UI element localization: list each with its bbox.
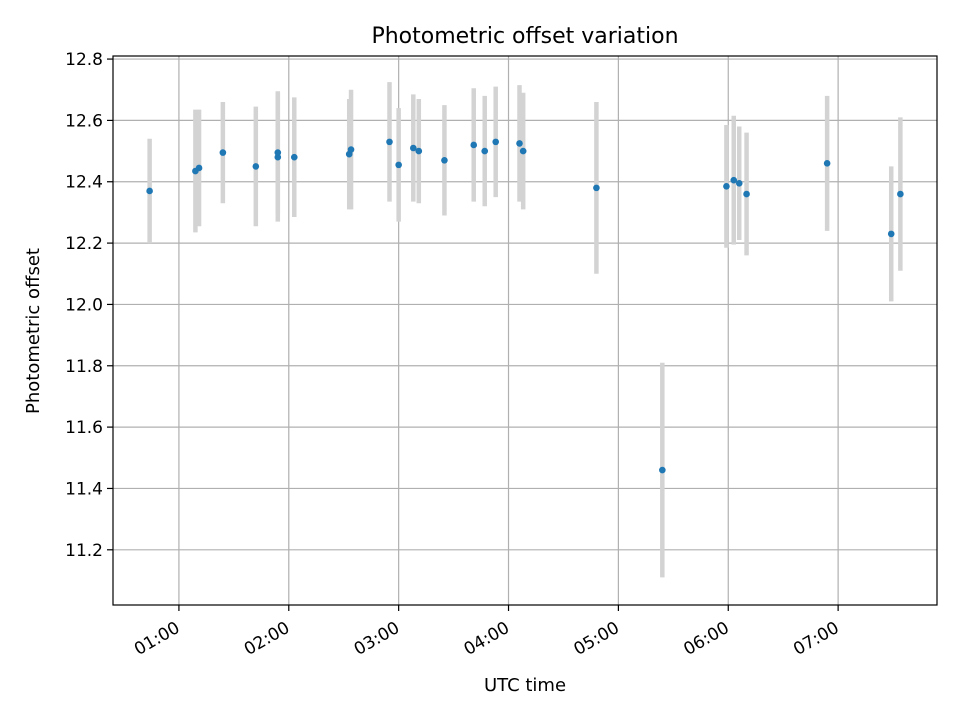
data-point [252,163,260,170]
data-point [743,190,750,198]
data-point [219,149,227,156]
y-tick-label: 11.4 [65,479,103,499]
data-point [823,160,831,167]
data-point [735,179,743,187]
data-point [441,156,448,164]
data-point [887,230,895,238]
data-point [897,190,904,198]
data-point [519,147,527,155]
data-point [347,146,355,153]
data-point [146,187,153,195]
data-point [730,176,738,184]
data-point [274,153,282,161]
data-point [410,144,417,152]
data-point [516,140,523,147]
y-tick-label: 12.0 [65,295,103,315]
data-point [386,138,393,146]
data-point [395,161,402,169]
y-tick-label: 12.8 [65,50,103,70]
plot-frame [112,55,938,606]
data-point [593,184,600,192]
y-tick-label: 11.2 [65,541,103,561]
data-point [492,138,500,146]
data-point [290,153,298,161]
data-point [415,147,423,155]
data-points [146,138,904,474]
y-tick-label: 12.4 [65,173,103,193]
data-point [481,147,489,155]
y-axis-label: Photometric offset [23,248,44,414]
chart-title: Photometric offset variation [371,24,678,49]
y-axis-ticks: 11.2 11.4 11.6 11.8 12.0 12.2 12.4 12.6 12.8 [65,50,113,561]
x-axis-label: UTC time [484,675,566,696]
y-tick-label: 12.6 [65,111,103,131]
y-tick-label: 12.2 [65,234,103,254]
data-point [274,149,282,156]
y-tick-label: 11.8 [65,357,103,377]
data-point [723,183,730,190]
y-tick-label: 11.6 [65,418,103,438]
data-point [195,164,203,172]
data-point [470,141,478,149]
data-point [659,466,666,474]
